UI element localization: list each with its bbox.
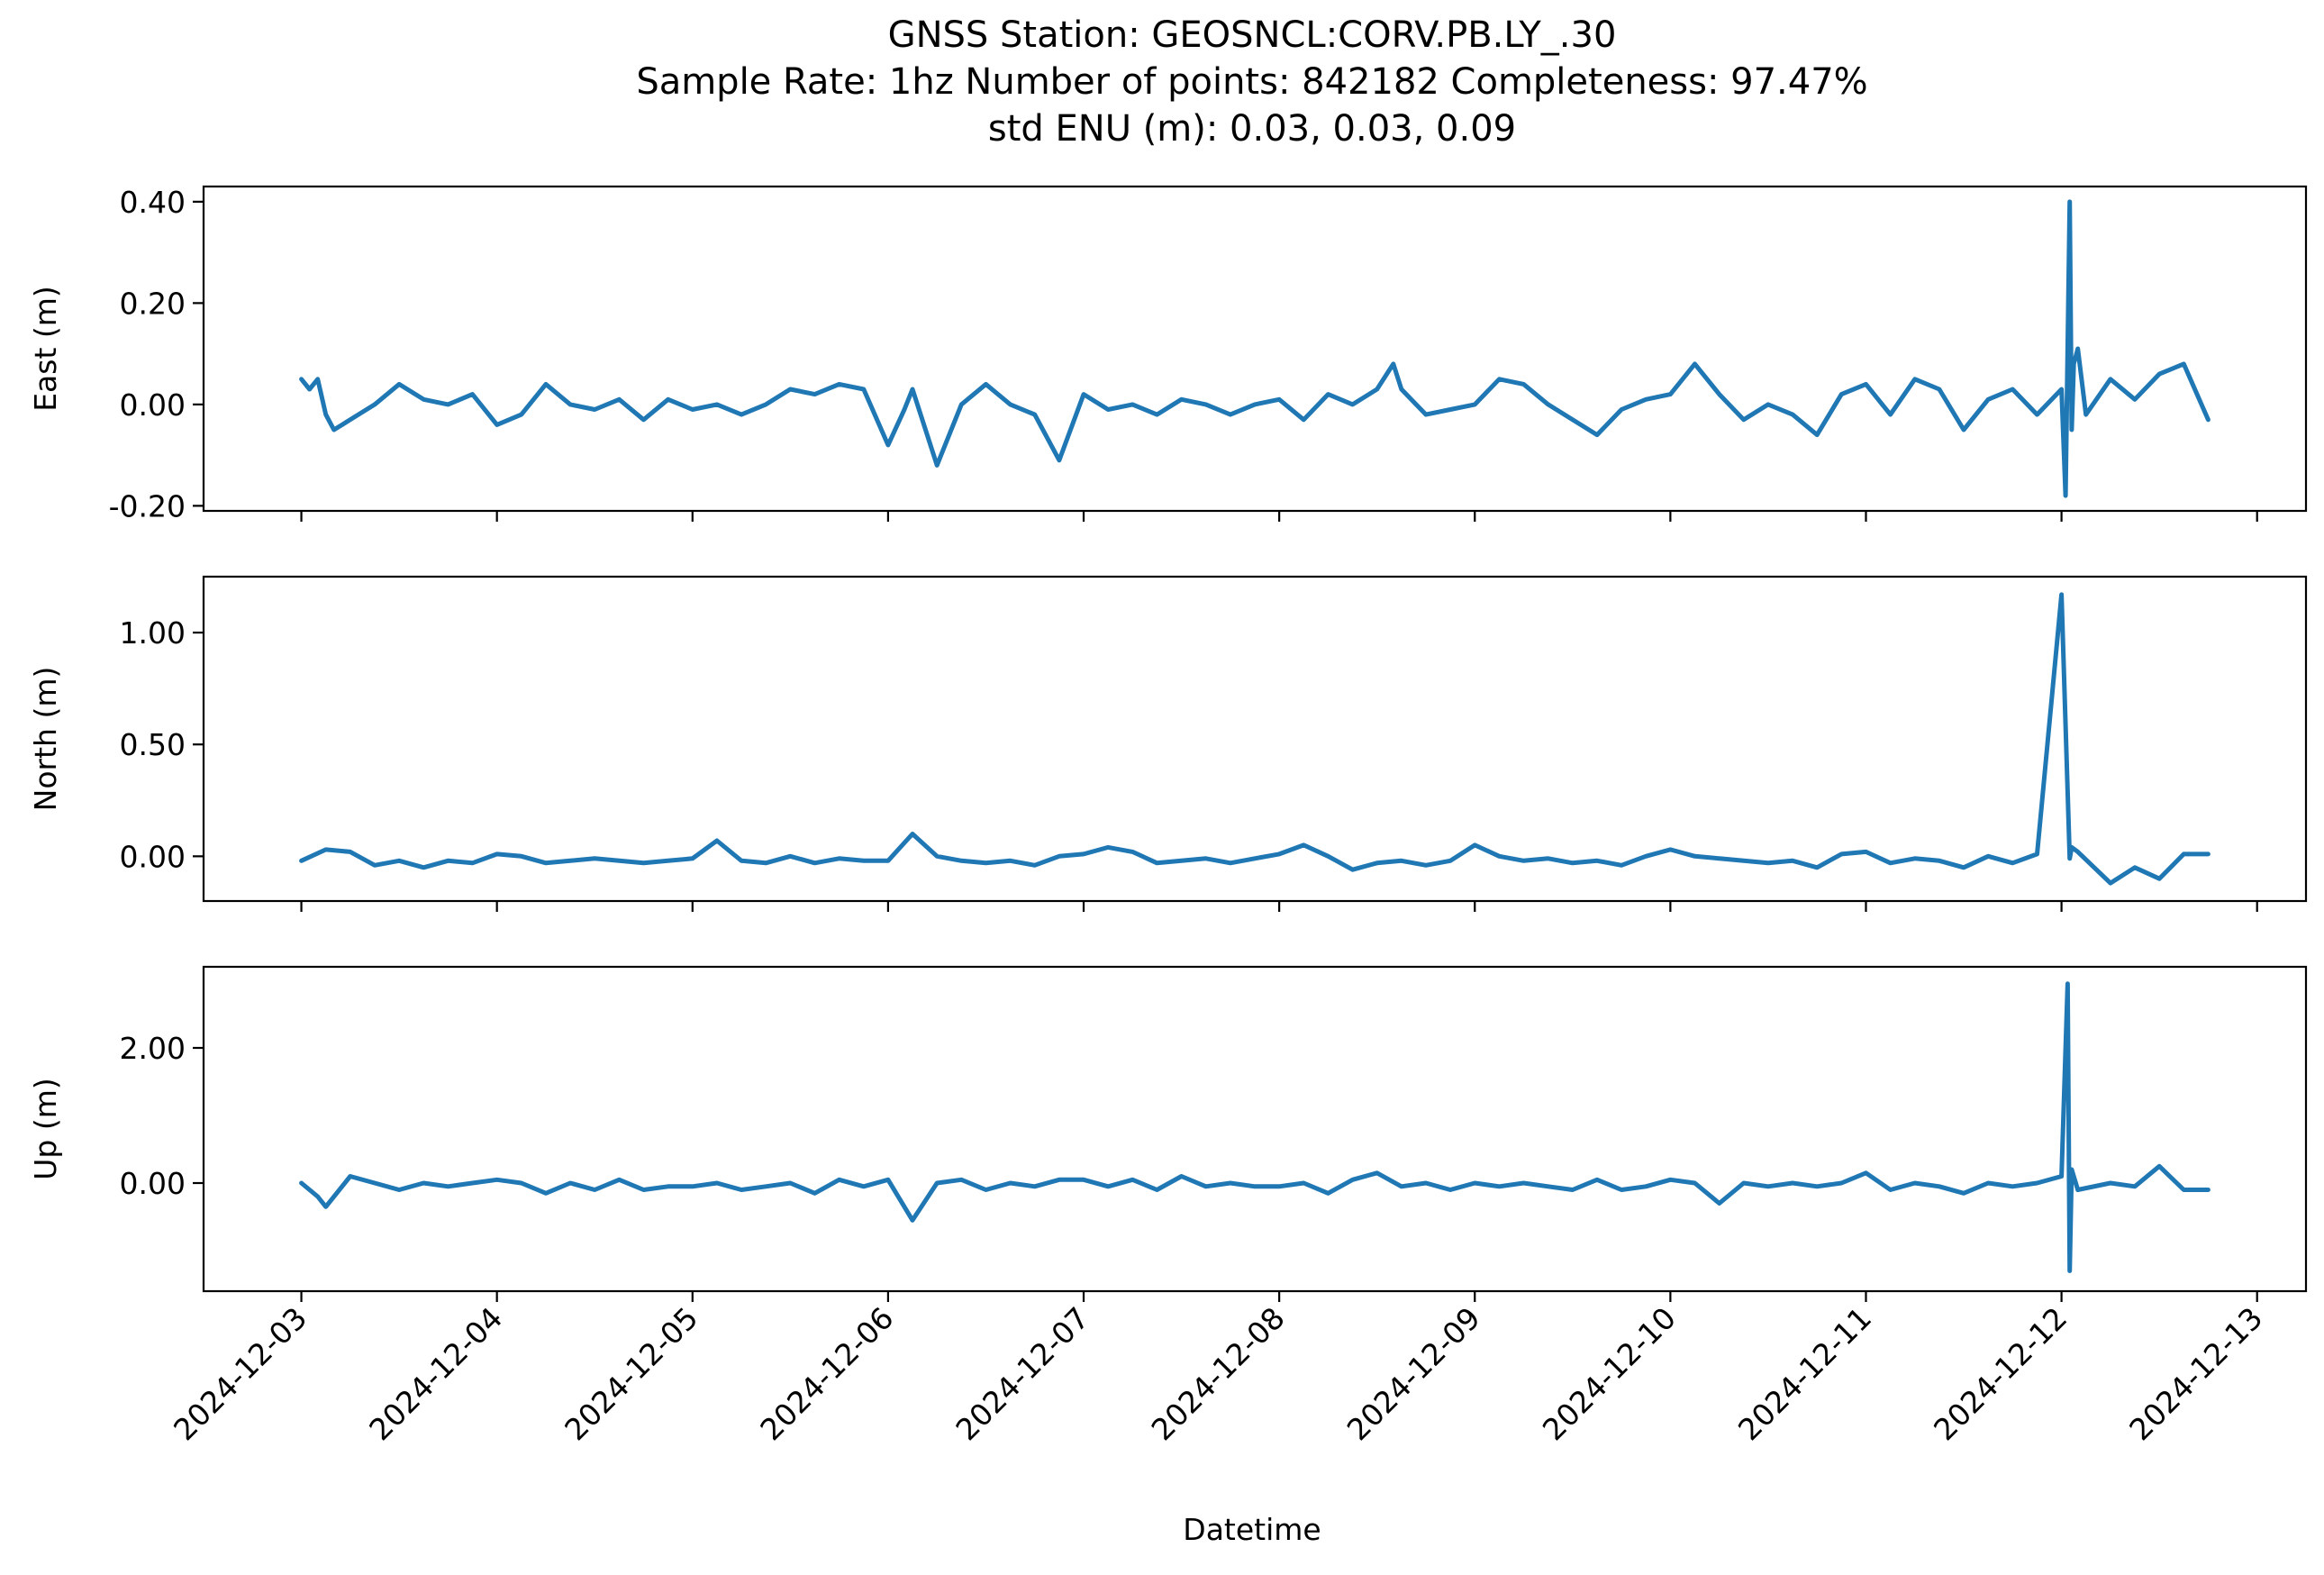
y-axis-label-east: East (m) (28, 286, 63, 412)
x-axis-label: Datetime (1183, 1512, 1321, 1547)
panel-north: 1.00 0.50 0.00 North (m) (28, 575, 2308, 912)
x-tick-label: 2024-12-06 (753, 1300, 900, 1447)
y-tick-label-east: 0.40 (120, 185, 186, 220)
panel-up: 2.00 0.00 Up (m) (28, 965, 2308, 1302)
y-tick-label-east: -0.20 (109, 488, 186, 523)
x-tick-label: 2024-12-07 (949, 1300, 1095, 1447)
y-axis-label-north: North (m) (28, 667, 63, 812)
y-tick-label-north: 1.00 (120, 615, 186, 651)
x-tick-label: 2024-12-10 (1536, 1300, 1683, 1447)
plot-frame-north (202, 575, 2308, 903)
x-tick-label: 2024-12-04 (362, 1300, 509, 1447)
x-tick-label: 2024-12-08 (1145, 1300, 1292, 1447)
x-tick-label: 2024-12-12 (1927, 1300, 2074, 1447)
series-line-up (299, 981, 2211, 1273)
chart-title-line-1: GNSS Station: GEOSNCL:CORV.PB.LY_.30 (888, 14, 1617, 56)
x-tick-label: 2024-12-11 (1731, 1300, 1878, 1447)
x-tick-label: 2024-12-13 (2122, 1300, 2269, 1447)
panel-east: 0.40 0.20 0.00 -0.20 East (m) (28, 185, 2308, 523)
series-line-east (299, 199, 2211, 498)
x-tick-label: 2024-12-09 (1340, 1300, 1487, 1447)
y-tick-label-east: 0.00 (120, 387, 186, 423)
y-tick-label-up: 2.00 (120, 1031, 186, 1066)
chart-title-line-3: std ENU (m): 0.03, 0.03, 0.09 (988, 108, 1516, 150)
y-axis-label-up: Up (m) (28, 1078, 63, 1180)
y-tick-label-north: 0.00 (120, 839, 186, 874)
x-tick-label: 2024-12-03 (167, 1300, 313, 1447)
y-tick-label-up: 0.00 (120, 1166, 186, 1201)
chart-title-line-2: Sample Rate: 1hz Number of points: 84218… (636, 61, 1867, 103)
plot-frame-east (202, 185, 2308, 513)
plot-frame-up (202, 965, 2308, 1293)
x-tick-label: 2024-12-05 (558, 1300, 704, 1447)
y-tick-label-north: 0.50 (120, 727, 186, 762)
x-axis-ticks: 2024-12-03 2024-12-04 2024-12-05 2024-12-06… (167, 1300, 2269, 1447)
series-line-north (299, 592, 2211, 886)
y-tick-label-east: 0.20 (120, 286, 186, 321)
